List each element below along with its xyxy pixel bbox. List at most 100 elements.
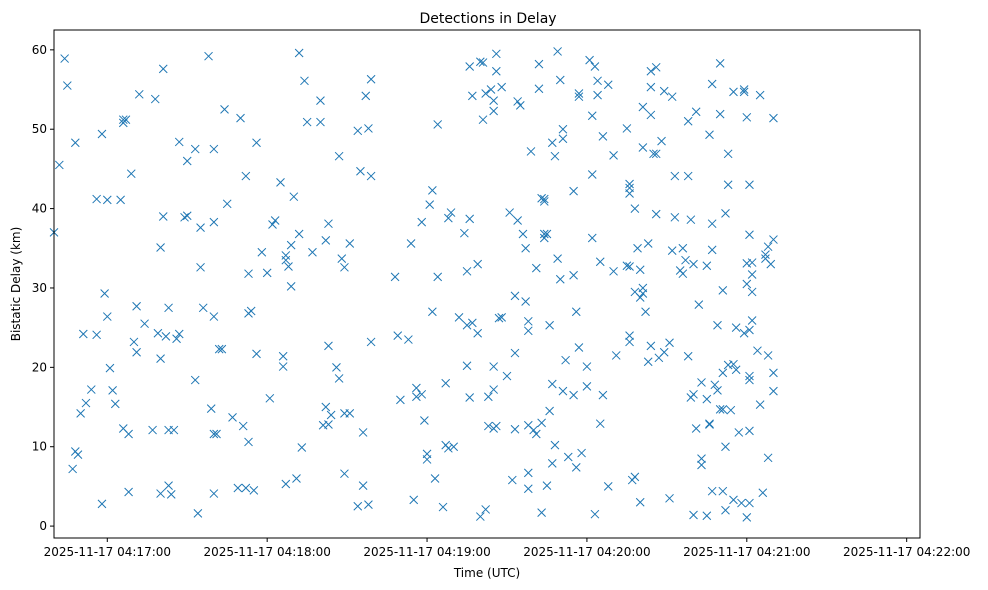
detection-point	[678, 269, 688, 279]
detection-point	[707, 486, 717, 496]
detection-point	[737, 498, 746, 508]
detection-point	[281, 479, 291, 489]
detection-point	[715, 405, 725, 414]
detection-point	[718, 486, 728, 496]
detection-point	[345, 239, 355, 248]
detection-point	[361, 91, 371, 101]
detection-point	[753, 346, 762, 356]
detection-point	[569, 270, 578, 280]
y-tick-label: 20	[32, 360, 47, 374]
detection-point	[110, 399, 120, 409]
detection-point	[494, 313, 504, 323]
y-tick-label: 0	[39, 519, 47, 533]
detection-point	[542, 481, 552, 490]
detection-point	[249, 486, 259, 495]
detection-point	[156, 243, 165, 252]
detection-point	[340, 262, 349, 272]
detection-point	[467, 318, 477, 328]
detection-point	[515, 101, 525, 110]
detection-point	[747, 258, 757, 267]
detection-point	[523, 484, 533, 494]
detection-point	[334, 374, 344, 383]
detection-point	[742, 513, 752, 522]
detection-point	[324, 420, 333, 429]
detection-point	[465, 393, 475, 402]
detection-point	[233, 483, 243, 493]
detection-point	[190, 375, 200, 385]
detection-point	[705, 419, 714, 429]
detection-point	[718, 368, 728, 378]
detection-point	[638, 143, 648, 152]
detection-point	[182, 156, 192, 166]
detection-point	[393, 331, 403, 340]
detection-point	[481, 89, 491, 98]
detection-point	[537, 508, 546, 517]
detection-point	[278, 362, 288, 371]
detection-point	[121, 115, 131, 125]
detection-point	[707, 79, 717, 89]
detection-point	[534, 84, 544, 94]
detection-point	[302, 117, 312, 127]
detection-point	[550, 440, 560, 450]
detection-point	[571, 463, 581, 472]
y-tick-label: 30	[32, 281, 47, 295]
detection-point	[665, 493, 674, 503]
detection-point	[353, 126, 363, 136]
detection-point	[518, 229, 528, 239]
detection-point	[252, 349, 261, 359]
detection-point	[625, 189, 634, 198]
detection-point	[132, 347, 141, 357]
detection-point	[539, 194, 549, 204]
detection-point	[571, 307, 581, 317]
detection-point	[364, 124, 373, 133]
detection-point	[651, 149, 661, 159]
detection-point	[412, 392, 421, 402]
detection-point	[622, 261, 632, 271]
detection-point	[441, 378, 451, 388]
detection-point	[665, 338, 674, 348]
detection-point	[558, 386, 568, 396]
detection-point	[558, 124, 568, 134]
detection-point	[54, 160, 64, 170]
detection-point	[729, 359, 738, 369]
detection-point	[164, 481, 173, 490]
detection-point	[289, 192, 299, 202]
detection-point	[582, 382, 592, 391]
detection-point	[417, 217, 427, 227]
detection-point	[667, 246, 677, 256]
detection-point	[366, 74, 376, 84]
detection-point	[156, 489, 165, 498]
detection-point	[276, 178, 285, 187]
detection-point	[721, 442, 730, 452]
detection-point	[630, 472, 640, 482]
detection-point	[132, 301, 141, 311]
detection-point	[390, 272, 400, 282]
detection-point	[593, 76, 602, 86]
detection-point	[729, 495, 738, 505]
detection-point	[702, 394, 712, 404]
detection-point	[396, 395, 405, 405]
detection-point	[769, 386, 778, 396]
detection-point	[545, 320, 554, 330]
detection-point	[723, 180, 733, 190]
detection-point	[68, 464, 78, 474]
detection-point	[412, 383, 421, 393]
detection-point	[747, 270, 757, 279]
detection-point	[707, 245, 717, 255]
detection-point	[747, 316, 757, 325]
detection-point	[702, 511, 712, 521]
detection-point	[78, 329, 88, 339]
detection-point	[265, 393, 275, 403]
detection-point	[193, 509, 203, 518]
detection-point	[646, 341, 656, 351]
detection-point	[70, 138, 80, 148]
detection-point	[598, 132, 608, 141]
detection-point	[683, 171, 693, 181]
detection-point	[180, 212, 189, 222]
detection-point	[182, 211, 192, 221]
detection-point	[523, 326, 533, 336]
detection-point	[209, 217, 219, 227]
detection-point	[366, 171, 376, 181]
detection-point	[212, 429, 221, 439]
